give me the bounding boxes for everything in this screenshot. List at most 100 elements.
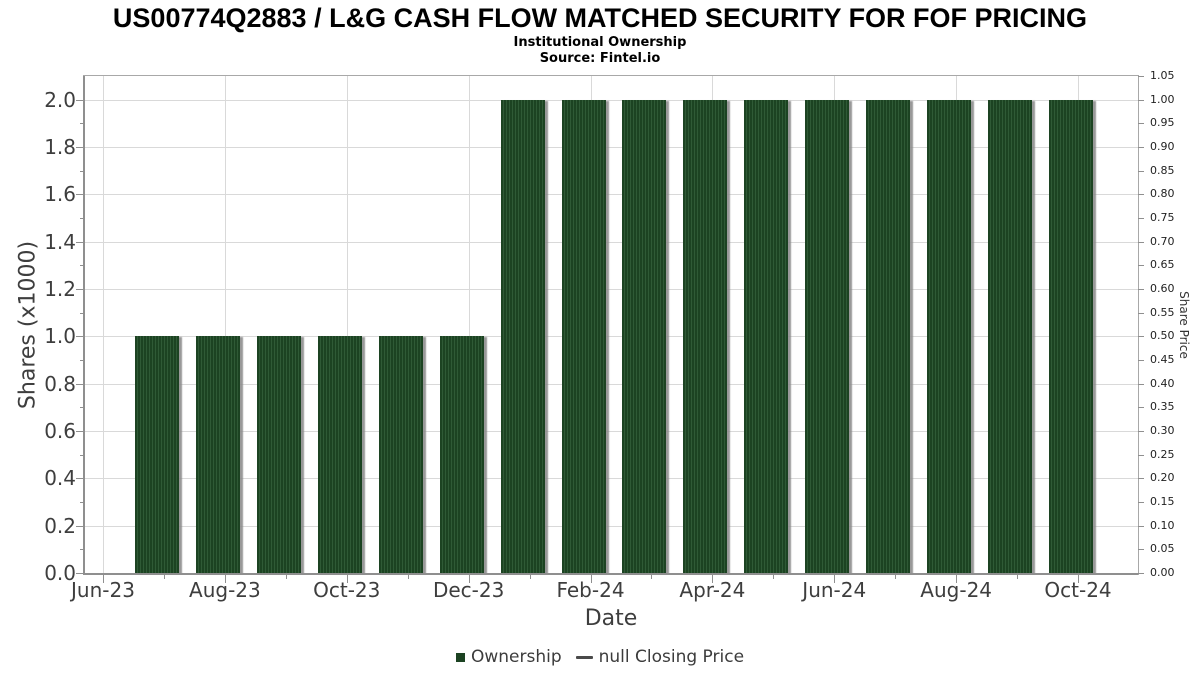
y-left-tick-label: 1.6 [44, 182, 76, 207]
legend-item-ownership[interactable]: Ownership [455, 647, 562, 667]
y-right-tick-label: 0.05 [1150, 542, 1175, 556]
y-right-tick-label: 0.30 [1150, 424, 1175, 437]
x-major-tick [712, 575, 714, 583]
ownership-bar[interactable] [378, 336, 423, 573]
y-right-tick [1138, 407, 1144, 409]
x-minor-tick [285, 575, 287, 579]
ownership-bar[interactable] [866, 99, 911, 573]
y-right-tick-label: 0.85 [1150, 163, 1175, 177]
x-major-tick [834, 575, 836, 583]
y-left-major-tick [76, 147, 83, 148]
x-major-tick [346, 575, 348, 583]
y-left-major-tick [76, 241, 83, 243]
x-major-tick [590, 575, 592, 583]
y-right-tick [1138, 241, 1144, 243]
y-left-tick-label: 0.6 [44, 419, 76, 443]
ownership-bar[interactable] [927, 99, 972, 573]
x-major-tick [956, 575, 958, 583]
y-left-major-tick [76, 573, 83, 574]
y-axis-right-spine [1138, 76, 1139, 575]
y-right-tick [1138, 289, 1144, 290]
chart-source-label: Source: Fintel.io [539, 51, 661, 66]
y-left-major-tick [76, 99, 83, 101]
y-right-tick [1138, 525, 1144, 527]
y-right-tick [1138, 336, 1144, 338]
x-axis-bottom-spine [83, 573, 1139, 575]
horizontal-gridline [85, 431, 1138, 432]
y-left-minor-tick [80, 312, 84, 314]
x-minor-tick [407, 575, 409, 579]
y-right-tick-label: 0.55 [1150, 305, 1175, 319]
y-left-tick-label: 0.8 [44, 371, 76, 396]
ownership-bar[interactable] [439, 336, 484, 573]
y-left-tick-label: 0.4 [44, 466, 76, 491]
ownership-bar[interactable] [256, 336, 301, 573]
y-left-tick-label: 1.0 [44, 324, 76, 349]
x-major-tick [224, 575, 226, 583]
y-left-major-tick [76, 525, 83, 527]
x-tick-label: Feb-24 [556, 578, 625, 602]
horizontal-gridline [85, 99, 1138, 101]
y-left-major-tick [76, 336, 83, 338]
y-left-tick-label: 2.0 [44, 87, 76, 112]
ownership-bar[interactable] [134, 336, 179, 573]
y-right-tick-label: 0.40 [1150, 376, 1175, 390]
legend-item-closing-price[interactable]: null Closing Price [575, 647, 745, 667]
y-left-tick-label: 1.4 [44, 229, 76, 254]
y-right-tick-label: 1.00 [1150, 92, 1175, 106]
y-right-tick-label: 0.70 [1150, 234, 1175, 248]
y-right-tick [1138, 99, 1144, 101]
y-right-tick [1138, 147, 1144, 148]
y-left-minor-tick [80, 218, 84, 219]
x-major-tick [1078, 575, 1080, 583]
y-left-major-tick [76, 431, 83, 432]
y-left-major-tick [76, 383, 83, 385]
x-minor-tick [651, 575, 653, 579]
vertical-gridline [224, 76, 226, 573]
y-right-tick [1138, 573, 1144, 574]
ownership-bar[interactable] [683, 99, 728, 573]
x-axis-title: Date [584, 606, 638, 631]
horizontal-gridline [85, 336, 1138, 338]
y-right-tick-label: 0.15 [1150, 495, 1175, 508]
y-right-tick-label: 0.10 [1150, 518, 1175, 532]
y-left-tick-label: 1.8 [44, 135, 76, 159]
y-left-tick-label: 1.2 [44, 277, 76, 301]
x-tick-label: Jun-24 [802, 578, 867, 602]
chart-subtitle: Institutional Ownership [513, 35, 687, 50]
y-left-minor-tick [80, 123, 84, 125]
ownership-bar[interactable] [561, 99, 606, 573]
ownership-bar[interactable] [500, 99, 545, 573]
horizontal-gridline [85, 194, 1138, 196]
x-tick-label: Jun-23 [71, 578, 135, 602]
y-right-tick-label: 0.90 [1150, 140, 1175, 153]
horizontal-gridline [85, 478, 1138, 480]
horizontal-gridline [85, 383, 1138, 385]
plot-top-border [83, 75, 1139, 76]
vertical-gridline [346, 76, 348, 573]
x-major-tick [103, 575, 104, 583]
y-left-minor-tick [80, 265, 84, 267]
ownership-bar[interactable] [1049, 99, 1094, 573]
ownership-bar[interactable] [988, 99, 1033, 573]
ownership-bar[interactable] [195, 336, 240, 573]
y-right-tick [1138, 194, 1144, 196]
x-minor-tick [163, 575, 165, 579]
y-right-tick [1138, 478, 1144, 480]
ownership-bar[interactable] [744, 99, 789, 573]
legend-label: null Closing Price [598, 647, 745, 667]
y-left-tick-label: 0.0 [44, 561, 76, 585]
y-left-major-tick [76, 478, 83, 480]
ownership-bar[interactable] [622, 99, 667, 573]
y-left-major-tick [76, 289, 83, 290]
y-right-tick [1138, 312, 1144, 314]
y-right-tick [1138, 549, 1144, 551]
x-minor-tick [895, 575, 897, 579]
y-right-tick [1138, 502, 1144, 503]
ownership-bar[interactable] [805, 99, 850, 573]
ownership-bar[interactable] [317, 336, 362, 573]
y-left-minor-tick [80, 502, 84, 503]
y-right-tick-label: 0.45 [1150, 353, 1175, 366]
y-right-tick [1138, 76, 1144, 77]
